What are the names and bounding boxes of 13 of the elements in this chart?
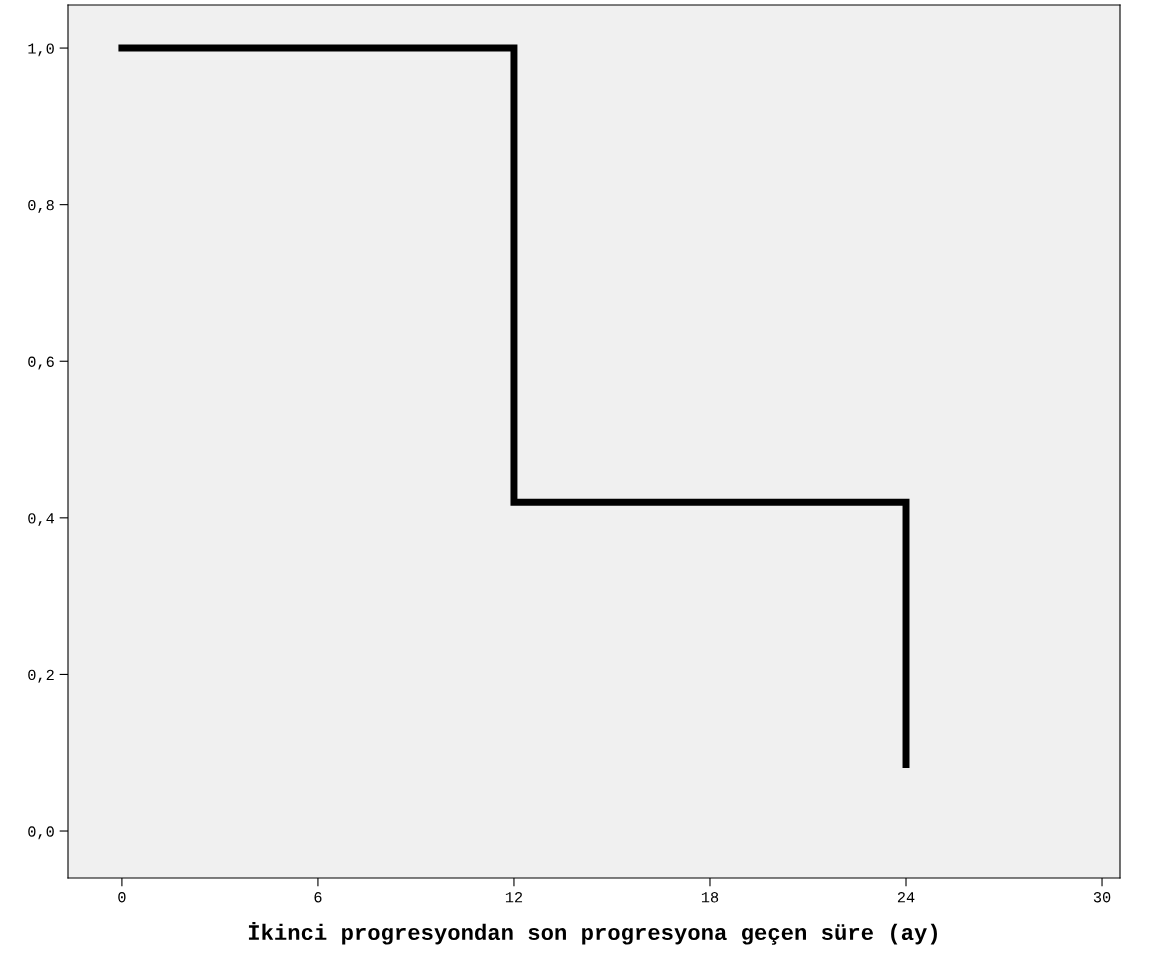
x-tick-label: 18 — [701, 892, 719, 903]
y-tick-label: 0,8 — [28, 199, 54, 213]
y-tick-label: 1,0 — [28, 43, 54, 57]
x-axis-title: İkinci progresyondan son progresyona geçen süre (ay) — [248, 922, 937, 945]
x-tick-label: 6 — [314, 892, 322, 903]
y-tick-label: 0,0 — [28, 826, 54, 840]
y-tick-label: 0,6 — [28, 356, 54, 370]
y-tick-label: 0,2 — [28, 669, 54, 683]
x-tick-label: 24 — [897, 892, 915, 903]
y-tick-label: 0,4 — [28, 513, 55, 527]
x-tick-label: 0 — [118, 892, 126, 903]
x-tick-label: 30 — [1093, 892, 1111, 903]
x-tick-label: 12 — [505, 892, 523, 903]
